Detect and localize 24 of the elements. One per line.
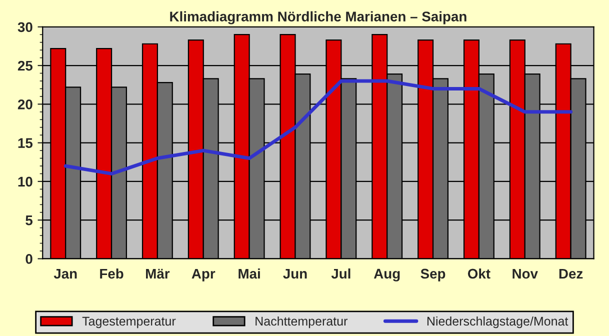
x-tick-label: Mai bbox=[238, 268, 260, 279]
legend-label: Nachttemperatur bbox=[256, 316, 348, 328]
x-tick-label: Feb bbox=[100, 268, 124, 279]
y-tick-label: 5 bbox=[26, 216, 33, 226]
x-tick-label: Jun bbox=[283, 268, 307, 279]
chart-title: Klimadiagramm Nördliche Marianen – Saipan bbox=[170, 11, 466, 24]
x-tick-label: Mär bbox=[146, 268, 170, 279]
x-tick-label: Aug bbox=[374, 268, 400, 282]
y-tick-label: 0 bbox=[26, 254, 32, 264]
x-tick-label: Okt bbox=[468, 268, 490, 279]
legend-label: Niederschlagstage/Monat bbox=[427, 316, 568, 328]
x-tick-label: Sep bbox=[420, 268, 446, 282]
y-tick-label: 25 bbox=[18, 60, 33, 71]
y-tick-label: 10 bbox=[18, 176, 32, 187]
y-tick-label: 15 bbox=[18, 138, 33, 148]
line-series bbox=[64, 79, 573, 176]
x-tick-label: Apr bbox=[192, 268, 216, 282]
x-tick-label: Jan bbox=[54, 268, 77, 279]
x-tick-label: Nov bbox=[512, 268, 538, 279]
legend-label: Tagestemperatur bbox=[82, 316, 176, 328]
y-tick-label: 30 bbox=[18, 22, 32, 32]
x-tick-label: Dez bbox=[559, 268, 583, 279]
y-tick-label: 20 bbox=[18, 99, 32, 110]
x-tick-label: Jul bbox=[331, 268, 350, 279]
